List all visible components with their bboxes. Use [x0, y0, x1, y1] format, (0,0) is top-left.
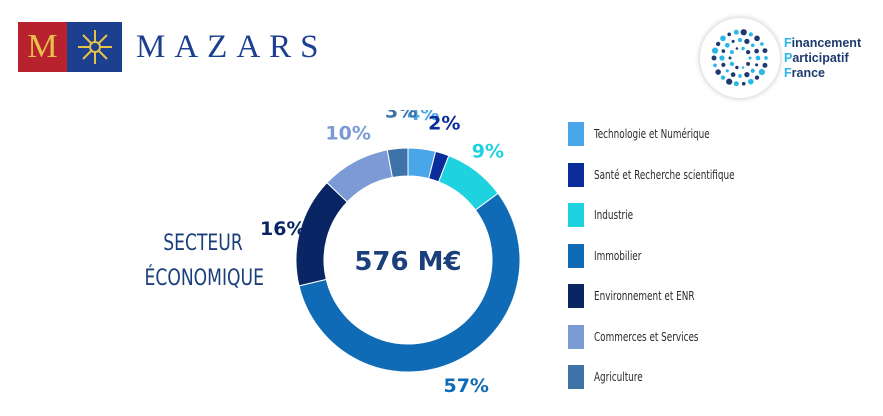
legend-label: Immobilier [594, 248, 642, 263]
mazars-logo-word: MAZARS [136, 28, 328, 65]
logo-dot [762, 48, 768, 54]
logo-dot [750, 43, 755, 48]
logo-dot [711, 47, 719, 54]
logo-dot [746, 61, 751, 66]
logo-dot [730, 72, 736, 77]
logo-dot [737, 37, 743, 43]
legend-item: Immobilier [568, 243, 765, 285]
dots-circle-icon [700, 18, 780, 98]
donut-slice [298, 192, 521, 373]
section-title-line2: ÉCONOMIQUE [144, 266, 264, 291]
donut-center-label: 576 M€ [354, 247, 461, 277]
logo-dot [719, 55, 725, 61]
legend-swatch [568, 284, 584, 308]
logo-dot [764, 56, 768, 60]
slice-value-label: 10% [325, 123, 370, 145]
logo-dot [748, 56, 752, 60]
donut-chart: 4%2% 9% 57% 16% 10% 3% 576 M€ [260, 110, 521, 397]
logo-dot [729, 61, 735, 67]
logo-dot [750, 68, 755, 73]
logo-dot [741, 66, 745, 69]
slice-value-label: 4% [407, 110, 439, 125]
logo-dot [740, 29, 747, 36]
logo-dot [741, 81, 746, 86]
logo-dot [715, 41, 721, 47]
legend-label: Industrie [594, 208, 634, 222]
legend-label: Commerces et Services [594, 329, 699, 344]
slice-value-label: 57% [443, 375, 488, 397]
fpf-logo-text: Financement Participatif France [784, 35, 862, 80]
logo-dot [758, 68, 765, 76]
mazars-logo: M MAZARS [18, 22, 328, 72]
legend-item: Agriculture [568, 365, 765, 406]
logo-dot [754, 35, 760, 42]
legend-item: Industrie [568, 203, 765, 244]
legend-item: Environnement et ENR [568, 284, 765, 325]
slice-value-label: 2% [428, 113, 460, 135]
chart-legend: Technologie et Numérique Santé et Recherc… [568, 122, 765, 406]
logo-dot [748, 32, 753, 37]
logo-dot [735, 47, 739, 50]
logo-dot [724, 42, 730, 48]
logo-dot [744, 71, 750, 78]
logo-dot [755, 55, 761, 61]
legend-label: Agriculture [594, 370, 643, 384]
legend-item: Technologie et Numérique [568, 122, 765, 163]
logo-dot [741, 46, 745, 51]
star-icon [67, 22, 122, 72]
mazars-logo-initial: M [18, 22, 67, 72]
logo-dot [733, 29, 739, 35]
legend-swatch [568, 203, 584, 227]
logo-dot [755, 63, 759, 67]
logo-dot [745, 49, 751, 55]
legend-swatch [568, 122, 584, 146]
donut-slice [386, 147, 409, 179]
legend-label: Santé et Recherche scientifique [594, 167, 735, 182]
section-title: SECTEUR ÉCONOMIQUE [144, 226, 264, 296]
slice-value-label: 16% [260, 218, 305, 240]
logo-dot [729, 50, 734, 55]
logo-dot [721, 62, 726, 67]
logo-dot [738, 74, 742, 78]
legend-swatch [568, 243, 584, 268]
logo-dot [760, 42, 764, 46]
logo-dot [721, 49, 726, 53]
legend-swatch [568, 365, 584, 389]
logo-dot [727, 32, 732, 37]
logo-dot [735, 65, 739, 70]
logo-dot [725, 69, 729, 73]
logo-dot [720, 35, 726, 42]
logo-dot [711, 55, 717, 61]
logo-dot [728, 56, 732, 60]
legend-item: Santé et Recherche scientifique [568, 162, 765, 204]
slice-value-label: 9% [472, 140, 504, 162]
logo-dot [762, 62, 768, 68]
logo-dot [744, 38, 750, 45]
legend-label: Technologie et Numérique [594, 127, 710, 141]
legend-swatch [568, 324, 584, 349]
legend-label: Environnement et ENR [594, 289, 695, 303]
logo-dot [713, 63, 717, 68]
logo-dot [720, 75, 726, 80]
logo-dot [754, 48, 759, 54]
logo-dot [726, 78, 733, 85]
logo-dot [748, 78, 754, 85]
legend-swatch [568, 162, 584, 187]
financement-participatif-france-logo: Financement Participatif France [700, 18, 861, 98]
logo-dot [754, 75, 760, 80]
logo-dot [731, 39, 735, 43]
mazars-logo-mark: M [18, 22, 122, 72]
slice-value-label: 3% [385, 110, 417, 123]
legend-item: Commerces et Services [568, 324, 765, 366]
logo-dot [715, 69, 721, 75]
section-title-line1: SECTEUR [163, 231, 243, 256]
logo-dot [733, 81, 739, 87]
